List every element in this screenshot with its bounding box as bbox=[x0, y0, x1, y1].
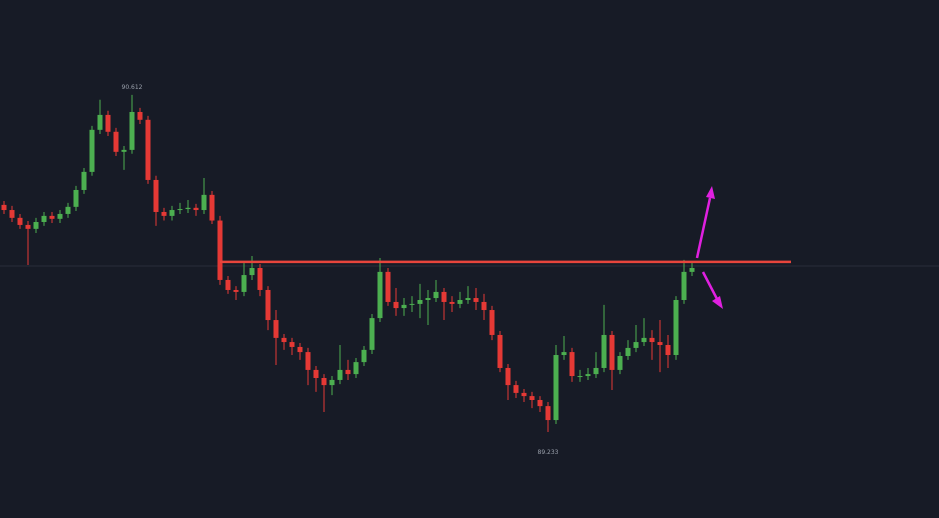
candle-body bbox=[305, 352, 311, 370]
candle-body bbox=[521, 392, 527, 397]
candle-body bbox=[41, 215, 47, 223]
candle-body bbox=[169, 210, 175, 216]
max-label: 90.612 bbox=[122, 84, 143, 91]
candle-body bbox=[601, 334, 607, 368]
candle-body bbox=[185, 207, 191, 210]
candle-body bbox=[649, 337, 655, 343]
candle-body bbox=[409, 303, 415, 305]
candle-body bbox=[473, 298, 479, 302]
candle-body bbox=[65, 206, 71, 214]
candle-body bbox=[457, 300, 463, 304]
candle-body bbox=[233, 289, 239, 292]
candle-body bbox=[401, 304, 407, 309]
candle-body bbox=[273, 320, 279, 338]
candle-body bbox=[201, 194, 207, 211]
candle-body bbox=[25, 224, 31, 229]
candle-body bbox=[553, 355, 559, 421]
candle-body bbox=[297, 346, 303, 353]
candle-body bbox=[97, 114, 103, 130]
candle-body bbox=[609, 334, 615, 370]
candle-body bbox=[17, 217, 23, 225]
candle-body bbox=[361, 349, 367, 363]
candle-body bbox=[657, 342, 663, 345]
candle-body bbox=[449, 301, 455, 304]
candle-body bbox=[481, 301, 487, 311]
candle-body bbox=[441, 291, 447, 302]
candle-body bbox=[81, 171, 87, 190]
candle-body bbox=[9, 210, 15, 218]
candle-body bbox=[249, 267, 255, 276]
candle-body bbox=[313, 369, 319, 378]
candle-body bbox=[265, 289, 271, 321]
candle-body bbox=[161, 211, 167, 216]
candle-body bbox=[633, 342, 639, 348]
candle-body bbox=[529, 396, 535, 401]
candle-body bbox=[345, 369, 351, 375]
candle-body bbox=[177, 209, 183, 211]
candle-body bbox=[353, 362, 359, 375]
candle-body bbox=[89, 129, 95, 172]
candle-body bbox=[329, 379, 335, 386]
candle-body bbox=[321, 377, 327, 386]
candle-body bbox=[241, 275, 247, 292]
candle-body bbox=[489, 310, 495, 335]
candle-body bbox=[121, 149, 127, 152]
candle-body bbox=[153, 179, 159, 212]
candle-body bbox=[289, 342, 295, 347]
arrow-up bbox=[695, 186, 715, 259]
candle-body bbox=[665, 344, 671, 356]
candle-body bbox=[137, 111, 143, 120]
candle-body bbox=[193, 207, 199, 211]
candles bbox=[1, 94, 695, 433]
candle-body bbox=[417, 300, 423, 304]
candle-body bbox=[513, 385, 519, 393]
candle-body bbox=[105, 114, 111, 132]
candle-body bbox=[385, 271, 391, 302]
candle-body bbox=[465, 298, 471, 301]
min-label: 89.233 bbox=[538, 449, 559, 456]
candle-body bbox=[561, 352, 567, 356]
candle-body bbox=[129, 111, 135, 150]
candle-body bbox=[593, 367, 599, 375]
candle-body bbox=[641, 337, 647, 343]
candle-body bbox=[689, 267, 695, 272]
candle-body bbox=[281, 337, 287, 343]
candle-body bbox=[625, 347, 631, 356]
candle-body bbox=[225, 279, 231, 290]
candle-body bbox=[57, 213, 63, 219]
candle-body bbox=[577, 376, 583, 378]
candle-body bbox=[209, 194, 215, 221]
candle-body bbox=[257, 267, 263, 290]
candle-body bbox=[617, 355, 623, 370]
candle-body bbox=[505, 367, 511, 386]
candle-body bbox=[145, 119, 151, 180]
arrow-down bbox=[701, 271, 723, 309]
candle-body bbox=[33, 222, 39, 229]
candle-body bbox=[433, 291, 439, 299]
candle-body bbox=[337, 369, 343, 380]
candle-body bbox=[49, 215, 55, 219]
candle-body bbox=[497, 334, 503, 368]
candle-body bbox=[537, 400, 543, 407]
candle-body bbox=[425, 298, 431, 301]
candle-body bbox=[1, 204, 7, 211]
candle-body bbox=[569, 352, 575, 377]
candle-body bbox=[113, 131, 119, 152]
candle-body bbox=[545, 406, 551, 421]
candle-body bbox=[73, 189, 79, 207]
candle-body bbox=[377, 271, 383, 319]
candle-body bbox=[585, 374, 591, 377]
candle-body bbox=[393, 301, 399, 309]
candle-body bbox=[673, 300, 679, 356]
candle-body bbox=[369, 318, 375, 350]
candle-body bbox=[217, 220, 223, 280]
candle-body bbox=[681, 271, 687, 301]
